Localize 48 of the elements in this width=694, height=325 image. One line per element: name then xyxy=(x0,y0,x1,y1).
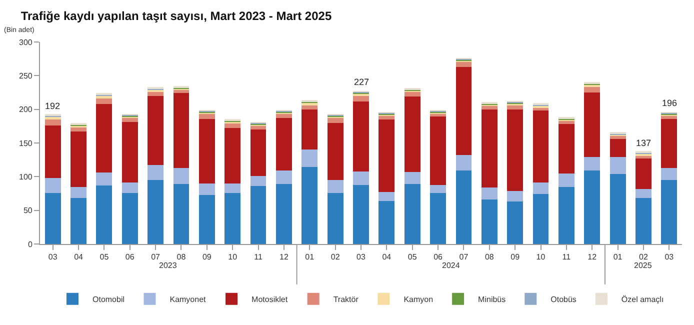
x-tick-label: 12 xyxy=(588,252,598,262)
x-tick-label: 02 xyxy=(330,252,340,262)
legend-label: Traktör xyxy=(333,295,359,304)
total-label: 227 xyxy=(354,77,370,87)
total-label: 196 xyxy=(662,98,678,108)
legend-label: Minibüs xyxy=(478,295,506,304)
x-tick-label: 01 xyxy=(613,252,623,262)
chart-title: Trafiğe kaydı yapılan taşıt sayısı, Mart 2023 - Mart 2025 xyxy=(20,8,332,23)
x-tick-label: 03 xyxy=(48,252,58,262)
x-tick-label: 07 xyxy=(151,252,161,262)
x-tick-label: 02 xyxy=(639,252,648,262)
x-tick-label: 05 xyxy=(408,252,418,262)
y-tick-label: 50 xyxy=(23,206,33,216)
x-tick-label: 11 xyxy=(562,252,572,262)
legend-label: Motosiklet xyxy=(252,295,288,304)
text: 2023 xyxy=(159,261,178,270)
x-tick-label: 10 xyxy=(228,252,238,262)
y-tick-label: 300 xyxy=(19,38,33,47)
text: 2024 xyxy=(442,261,460,270)
legend-label: Otobüs xyxy=(550,295,576,304)
legend-label: Kamyon xyxy=(404,295,434,304)
legend-label: Otomobil xyxy=(92,295,125,304)
x-tick-label: 03 xyxy=(356,252,366,262)
y-tick-label: 100 xyxy=(19,172,33,182)
x-tick-label: 03 xyxy=(664,252,674,262)
x-tick-label: 09 xyxy=(202,252,212,262)
x-tick-label: 07 xyxy=(459,252,469,262)
x-tick-label: 11 xyxy=(254,252,263,262)
text: 2025 xyxy=(634,261,652,270)
x-tick-label: 08 xyxy=(484,252,494,262)
y-tick-label: 200 xyxy=(19,105,33,114)
x-tick-label: 12 xyxy=(280,252,289,262)
x-tick-label: 05 xyxy=(100,252,110,262)
y-tick-label: 150 xyxy=(19,138,33,148)
x-tick-label: 10 xyxy=(536,252,546,262)
x-tick-label: 04 xyxy=(382,252,392,262)
legend-label: Özel amaçlı xyxy=(621,295,664,304)
y-tick-label: 250 xyxy=(19,71,33,80)
x-tick-label: 09 xyxy=(510,252,520,262)
x-tick-label: 01 xyxy=(305,252,315,262)
legend-label: Kamyonet xyxy=(170,295,207,304)
total-label: 137 xyxy=(636,138,652,148)
x-tick-label: 06 xyxy=(125,252,135,262)
total-label: 192 xyxy=(45,101,60,111)
x-tick-label: 04 xyxy=(74,252,84,262)
x-tick-label: 08 xyxy=(176,252,186,262)
x-tick-label: 06 xyxy=(434,252,444,262)
y-tick-label: 0 xyxy=(28,240,33,249)
